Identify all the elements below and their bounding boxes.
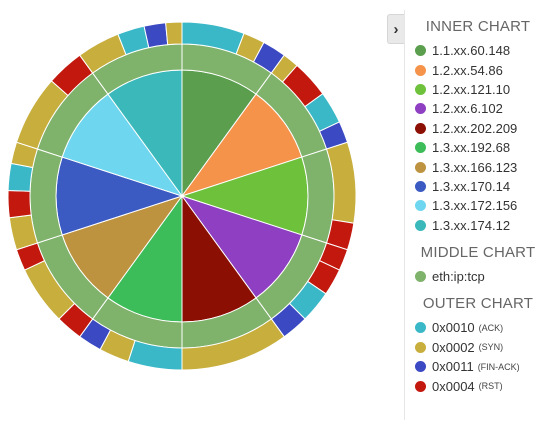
legend-label: 1.3.xx.174.12 — [432, 217, 511, 233]
legend-label: 1.3.xx.172.156 — [432, 198, 518, 214]
legend-item-inner[interactable]: 1.2.xx.54.86 — [405, 60, 550, 79]
outer-slice[interactable] — [7, 190, 32, 219]
legend-label: 1.2.xx.54.86 — [432, 62, 503, 78]
legend-sublabel: (SYN) — [478, 342, 504, 353]
middle-legend-list: eth:ip:tcp — [405, 267, 550, 286]
legend-swatch — [415, 219, 426, 231]
legend-item-outer[interactable]: 0x0011 (FIN-ACK) — [405, 357, 550, 376]
legend-item-inner[interactable]: 1.2.xx.202.209 — [405, 119, 550, 138]
legend-label: 1.3.xx.166.123 — [432, 159, 518, 175]
legend-swatch — [415, 361, 426, 373]
outer-chart-title: OUTER CHART — [422, 295, 534, 313]
legend-swatch — [415, 142, 426, 154]
legend-swatch — [415, 122, 426, 134]
legend-swatch — [415, 180, 426, 192]
legend-swatch — [415, 161, 426, 173]
legend-panel: INNER CHART 1.1.xx.60.148 1.2.xx.54.86 1.2… — [404, 10, 550, 420]
legend-swatch — [415, 103, 426, 115]
legend-sublabel: (FIN-ACK) — [477, 361, 520, 372]
legend-swatch — [415, 45, 426, 57]
legend-label: 0x0002 — [432, 339, 475, 355]
inner-chart-title: INNER CHART — [425, 18, 531, 35]
legend-item-inner[interactable]: 1.2.xx.6.102 — [405, 99, 550, 118]
outer-slice[interactable] — [143, 22, 169, 49]
legend-item-inner[interactable]: 1.1.xx.60.148 — [405, 41, 550, 60]
legend-item-outer[interactable]: 0x0010 (ACK) — [405, 318, 550, 337]
legend-label: eth:ip:tcp — [432, 269, 485, 285]
legend-sublabel: (ACK) — [478, 322, 504, 333]
legend-item-inner[interactable]: 1.3.xx.170.14 — [405, 177, 550, 196]
legend-toggle-button[interactable]: › — [387, 14, 404, 44]
legend-swatch — [415, 83, 426, 95]
legend-swatch — [415, 322, 426, 334]
legend-item-middle[interactable]: eth:ip:tcp — [405, 267, 550, 286]
outer-slice[interactable] — [165, 21, 183, 46]
outer-slice[interactable] — [7, 162, 34, 192]
legend-item-inner[interactable]: 1.3.xx.174.12 — [405, 216, 550, 235]
legend-swatch — [415, 64, 426, 76]
legend-swatch — [415, 200, 426, 212]
legend-swatch — [415, 341, 426, 353]
middle-chart-title: MIDDLE CHART — [420, 243, 536, 261]
legend-label: 1.1.xx.60.148 — [432, 43, 511, 59]
legend-swatch — [415, 380, 426, 392]
legend-label: 0x0011 — [432, 359, 474, 375]
legend-label: 0x0004 — [432, 378, 475, 394]
legend-label: 0x0010 — [432, 320, 475, 336]
legend-label: 1.2.xx.6.102 — [432, 101, 503, 117]
sunburst-chart — [7, 21, 357, 371]
sunburst-svg — [7, 21, 357, 371]
legend-item-outer[interactable]: 0x0002 (SYN) — [405, 338, 550, 357]
legend-item-inner[interactable]: 1.3.xx.192.68 — [405, 138, 550, 157]
legend-label: 1.3.xx.192.68 — [432, 140, 511, 156]
legend-label: 1.3.xx.170.14 — [432, 178, 511, 194]
inner-legend-list: 1.1.xx.60.148 1.2.xx.54.86 1.2.xx.121.10 1.… — [405, 41, 550, 235]
legend-label: 1.2.xx.121.10 — [432, 81, 511, 97]
legend-sublabel: (RST) — [478, 381, 503, 392]
legend-item-inner[interactable]: 1.3.xx.166.123 — [405, 157, 550, 176]
outer-legend-list: 0x0010 (ACK) 0x0002 (SYN) 0x0011 (FIN-ACK) 0x0… — [405, 318, 550, 396]
legend-item-outer[interactable]: 0x0004 (RST) — [405, 376, 550, 395]
legend-item-inner[interactable]: 1.3.xx.172.156 — [405, 196, 550, 215]
legend-swatch — [415, 271, 426, 283]
legend-label: 1.2.xx.202.209 — [432, 120, 518, 136]
chevron-right-icon: › — [393, 20, 399, 38]
legend-item-inner[interactable]: 1.2.xx.121.10 — [405, 80, 550, 99]
